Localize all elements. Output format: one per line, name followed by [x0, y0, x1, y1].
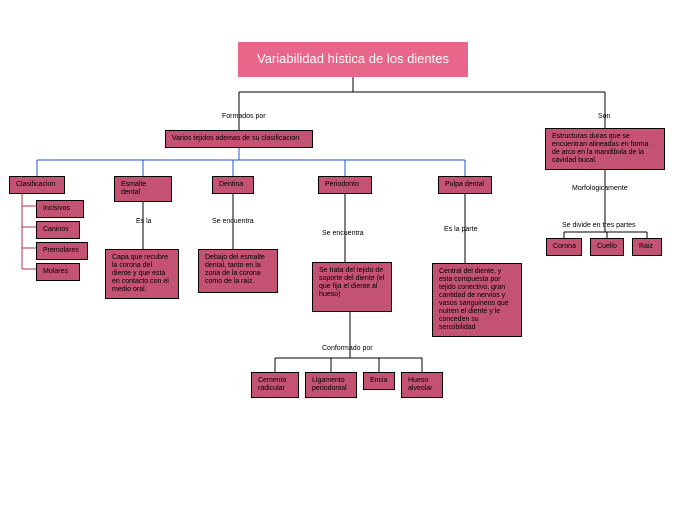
node-molares: Molares [36, 263, 80, 281]
node-hueso: Hueso alveolar [401, 372, 443, 398]
node-raiz: Raiz [632, 238, 662, 256]
label-se-encuentra-1: Se encuentra [212, 218, 254, 225]
node-dentina-desc: Debajo del esmalte dental, tanto en la z… [198, 249, 278, 293]
label-conformado-por: Conformado por [322, 345, 373, 352]
node-dentina: Dentina [212, 176, 254, 194]
node-clasificacion: Clasificacion [9, 176, 65, 194]
node-varios-tejidos: Varios tejidos ademas de su clasificacio… [165, 130, 313, 148]
node-periodonto-desc: Se trata del tejido de soporte del dient… [312, 262, 392, 312]
node-pulpa: Pulpa dental [438, 176, 492, 194]
node-esmalte-desc: Capa que recubre la corona del diente y … [105, 249, 179, 299]
node-cemento: Cemento radicular [251, 372, 299, 398]
node-encia: Encia [363, 372, 395, 390]
node-cuello: Cuello [590, 238, 624, 256]
node-periodonto: Periodonto [318, 176, 372, 194]
node-caninos: Caninos [36, 221, 80, 239]
label-morfologicamente: Morfologicamente [572, 185, 628, 192]
node-ligamento: Ligamento periodontal [305, 372, 357, 398]
label-se-encuentra-2: Se encuentra [322, 230, 364, 237]
node-pulpa-desc: Central del diente, y esta compuesta por… [432, 263, 522, 337]
label-formados-por: Formados por [222, 113, 266, 120]
label-es-la-parte: Es la parte [444, 226, 477, 233]
label-es-la: Es la [136, 218, 152, 225]
node-premolares: Premolares [36, 242, 88, 260]
title-node: Variabilidad hística de los dientes [238, 42, 468, 77]
label-son: Son [598, 113, 610, 120]
node-esmalte: Esmalte dental [114, 176, 172, 202]
node-incisivos: Incisivos [36, 200, 84, 218]
label-se-divide: Se divide en tres partes [562, 222, 636, 229]
node-estructuras: Estructuras duras que se encuentran alin… [545, 128, 665, 170]
node-corona: Corona [546, 238, 582, 256]
